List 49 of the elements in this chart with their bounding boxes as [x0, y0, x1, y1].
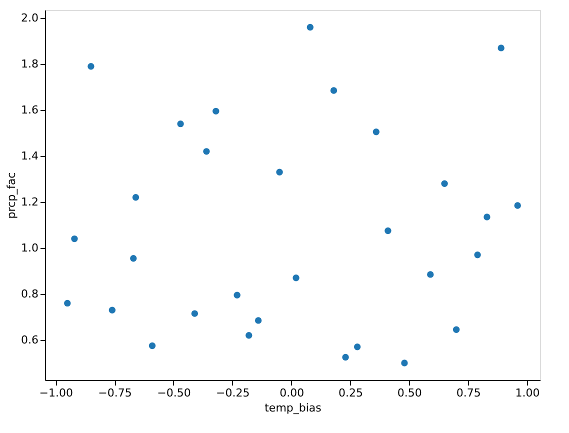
point [452, 326, 460, 333]
x-tick-label: 0.50 [397, 386, 422, 400]
y-axis-title: prcp_fac [5, 172, 18, 219]
point [342, 354, 349, 361]
point [401, 360, 408, 366]
point [276, 168, 283, 176]
y-tick-label: 1.6 [21, 104, 38, 117]
point [514, 202, 521, 209]
x-tick-label: −0.50 [157, 386, 191, 400]
point [474, 252, 481, 258]
point [132, 194, 140, 201]
point [64, 300, 71, 307]
x-axis-title: temp_bias [264, 402, 322, 414]
y-tick-label: 0.8 [21, 287, 38, 300]
point [498, 44, 504, 52]
point [441, 180, 448, 187]
point [372, 128, 380, 136]
point [330, 87, 338, 94]
point [71, 235, 78, 242]
point [88, 62, 94, 70]
point [246, 332, 252, 339]
point [427, 271, 434, 278]
y-tick-label: 1.4 [21, 150, 38, 163]
point [108, 306, 116, 314]
point [234, 292, 240, 298]
y-tick-label: 1.2 [21, 196, 38, 209]
point [212, 108, 220, 115]
x-tick-label: 0.25 [338, 386, 363, 400]
point [191, 310, 198, 317]
point [384, 227, 392, 234]
point [130, 255, 137, 262]
y-tick-label: 1.0 [21, 242, 38, 255]
point [354, 344, 361, 350]
x-tick-label: 0.75 [456, 386, 481, 400]
y-tick-label: 0.6 [21, 333, 38, 346]
y-tick-label: 2.0 [21, 12, 38, 25]
y-tick-label: 1.8 [21, 58, 38, 71]
point [484, 214, 490, 220]
x-tick-label: 1.00 [515, 386, 540, 400]
point [292, 274, 300, 282]
point [148, 342, 156, 350]
x-tick-label: 0.00 [280, 386, 304, 400]
x-tick-label: −1.00 [39, 386, 73, 400]
point [306, 24, 314, 31]
x-tick-label: −0.25 [216, 386, 250, 400]
x-tick-label: −0.75 [98, 386, 132, 400]
point [177, 120, 184, 128]
point [203, 148, 210, 155]
point [254, 317, 262, 324]
